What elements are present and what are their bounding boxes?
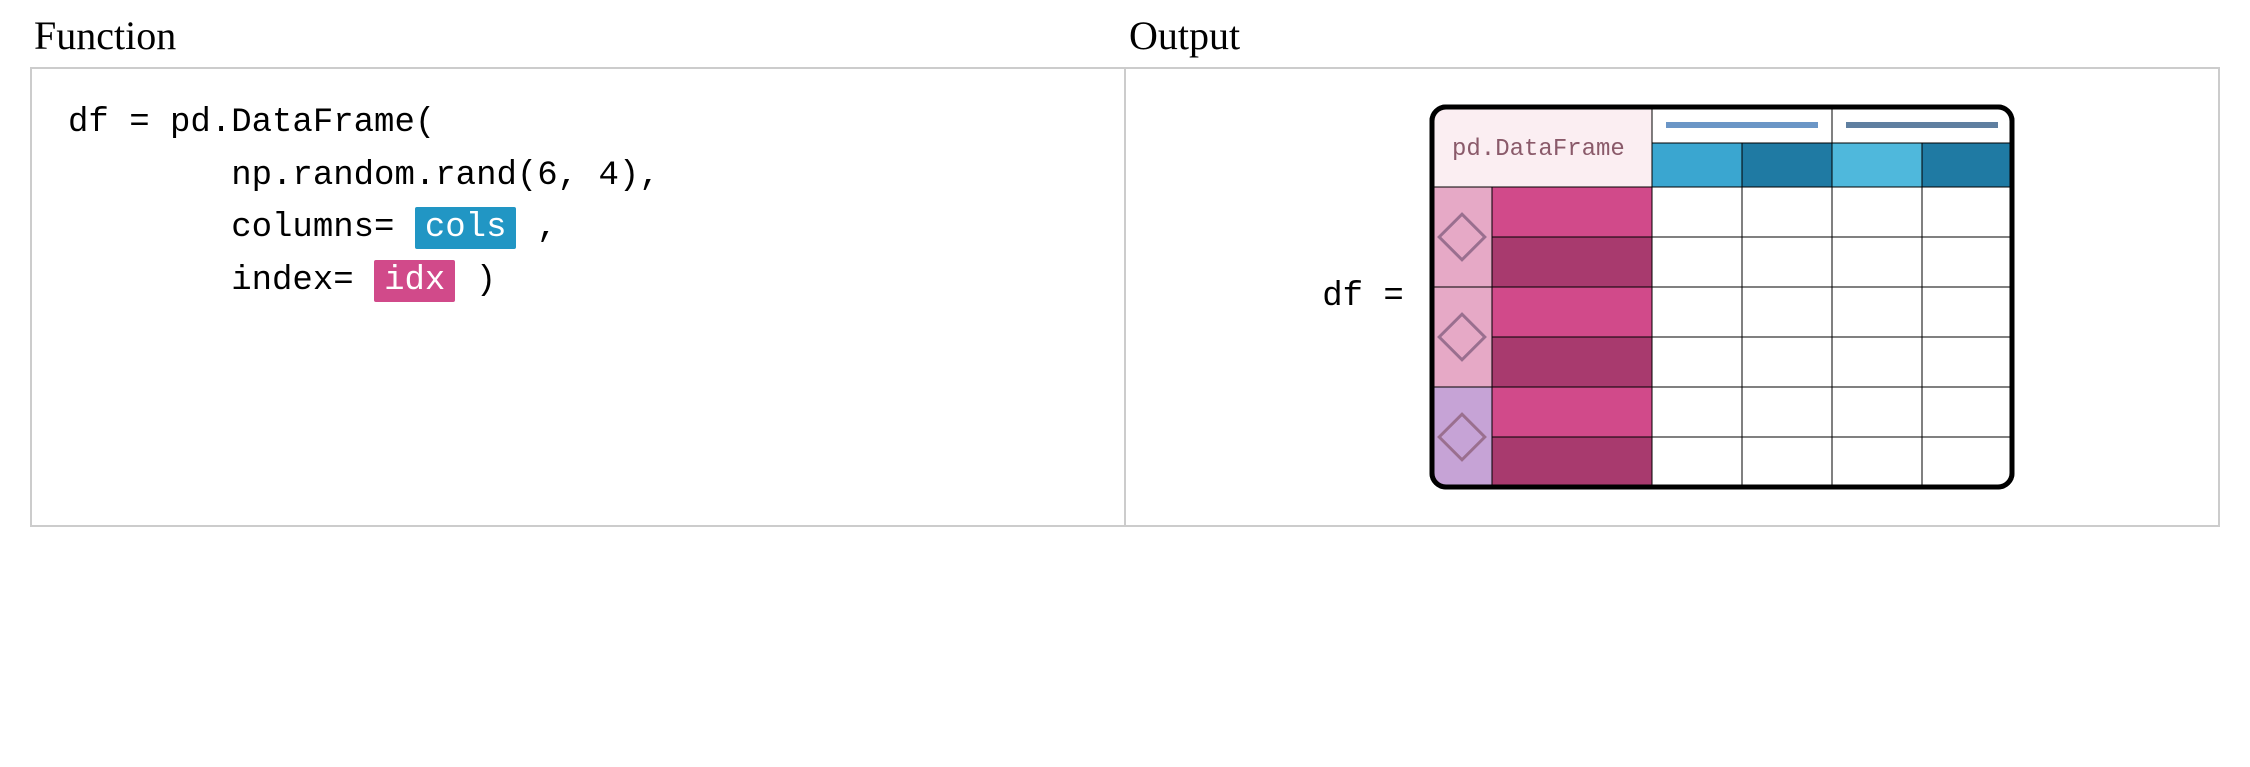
output-column: Output df = pd.DataFrame [1125,12,2220,527]
cols-highlight: cols [415,207,517,249]
layout-wrapper: Function df = pd.DataFrame( np.random.ra… [30,12,2220,527]
function-heading: Function [30,12,1125,59]
df-equals-label: df = [1322,278,1404,316]
function-panel: df = pd.DataFrame( np.random.rand(6, 4),… [30,67,1125,527]
code-line-3-post: , [537,209,557,247]
code-line-4-post: ) [476,262,496,300]
function-column: Function df = pd.DataFrame( np.random.ra… [30,12,1125,527]
svg-text:pd.DataFrame: pd.DataFrame [1452,136,1625,163]
idx-highlight: idx [374,260,455,302]
code-line-3-pre: columns= [68,209,394,247]
code-line-2: np.random.rand(6, 4), [68,157,660,195]
code-line-1: df = pd.DataFrame( [68,104,435,142]
dataframe-diagram: pd.DataFrame [1422,97,2022,497]
code-line-4-pre: index= [68,262,354,300]
code-block: df = pd.DataFrame( np.random.rand(6, 4),… [68,97,1088,308]
output-row: df = pd.DataFrame [1162,97,2182,497]
output-panel: df = pd.DataFrame [1125,67,2220,527]
output-heading: Output [1125,12,2220,59]
